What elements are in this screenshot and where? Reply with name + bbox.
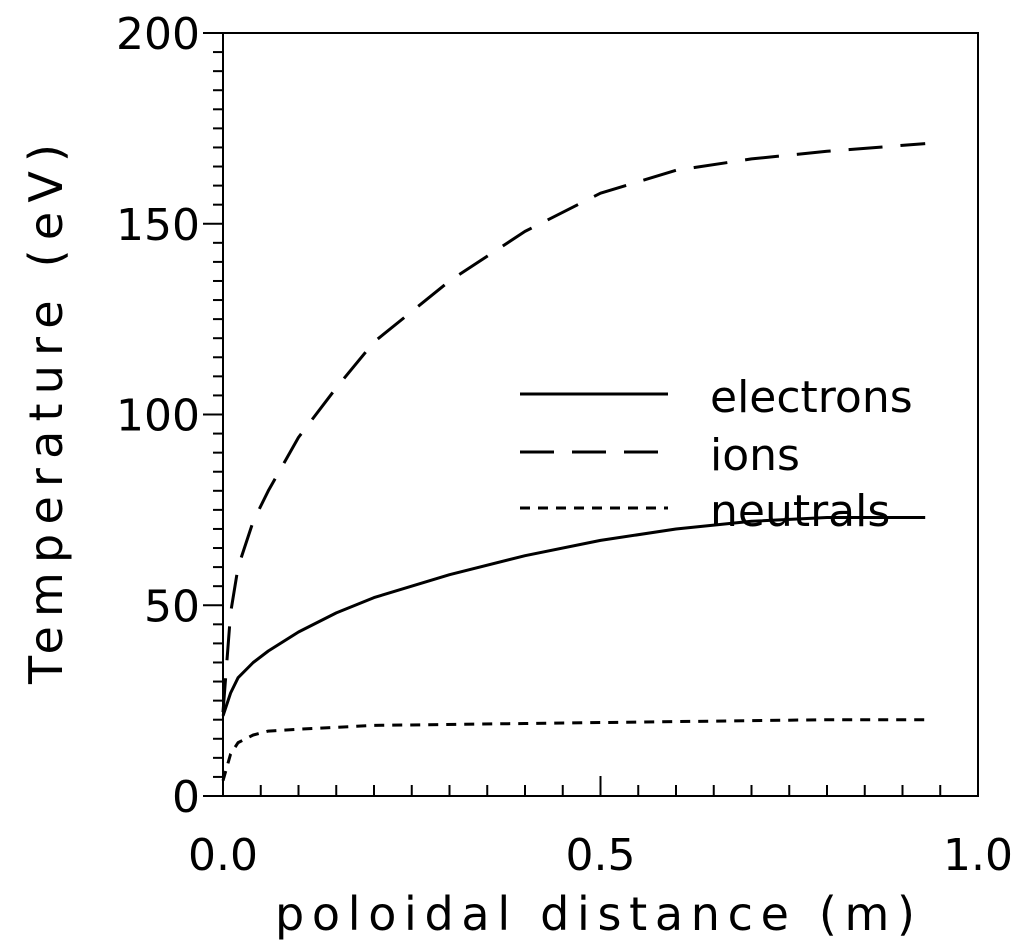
x-axis-label: poloidal distance (m): [275, 887, 915, 941]
series-line-neutrals: [221, 718, 926, 782]
series-lines: [221, 142, 926, 782]
legend-label-electrons: electrons: [710, 372, 913, 423]
x-tick-label: 0.0: [188, 830, 258, 881]
legend-label-ions: ions: [710, 430, 800, 481]
axis-ticks: [203, 32, 979, 797]
x-tick-label: 1.0: [943, 830, 1013, 881]
y-tick-label: 150: [116, 200, 200, 251]
y-tick-label: 0: [172, 772, 200, 823]
y-tick-label: 100: [116, 391, 200, 442]
y-tick-label: 200: [116, 9, 200, 60]
series-line-ions: [221, 142, 926, 713]
y-axis-label: Temperature (eV): [19, 144, 73, 685]
legend-label-neutrals: neutrals: [710, 486, 890, 537]
x-tick-label: 0.5: [566, 830, 636, 881]
tick-labels: 0 50 100 150 200 0.0 0.5 1.0: [116, 9, 1013, 881]
series-line-electrons: [221, 516, 926, 717]
y-tick-label: 50: [144, 581, 200, 632]
